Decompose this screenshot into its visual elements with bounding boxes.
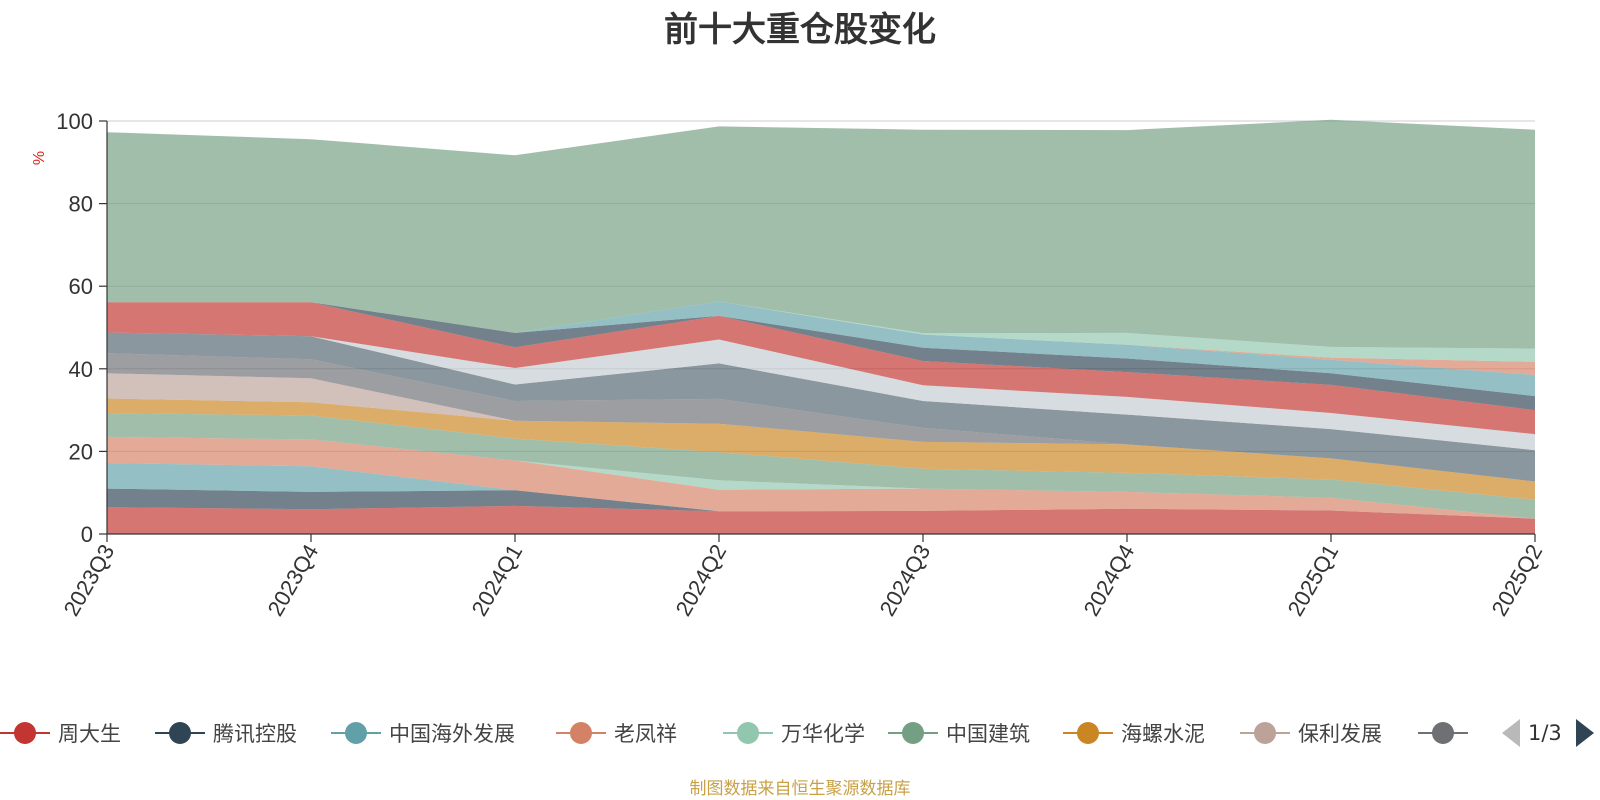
legend-item[interactable]: 万华化学: [723, 715, 865, 751]
legend-marker-icon: [331, 722, 381, 744]
legend-item[interactable]: 中国建筑: [888, 715, 1030, 751]
x-tick-label: 2025Q1: [1283, 540, 1344, 620]
area-series: [107, 119, 1535, 534]
legend-marker-icon: [155, 722, 205, 744]
area-layer-12: [107, 302, 1535, 435]
y-axis-unit-label: %: [31, 151, 48, 165]
legend-page-indicator: 1/3: [1528, 721, 1562, 745]
legend-marker-icon: [1418, 722, 1468, 744]
x-tick-label: 2024Q1: [467, 540, 528, 620]
area-layer-7: [107, 398, 1535, 500]
y-tick-label: 0: [81, 522, 93, 547]
legend-pager: 1/3: [1502, 716, 1594, 750]
x-tick-label: 2023Q3: [59, 540, 120, 620]
legend-marker-icon: [1063, 722, 1113, 744]
area-layer-8: [107, 373, 1535, 482]
legend-item[interactable]: [1418, 715, 1476, 751]
area-layer-14: [107, 301, 1535, 397]
legend-marker-icon: [723, 722, 773, 744]
area-layer-17: [107, 119, 1535, 349]
legend-marker-icon: [556, 722, 606, 744]
legend: 周大生 腾讯控股 中国海外发展 老凤祥 万华化学 中国建筑 海螺水泥 保利发展: [0, 715, 1486, 751]
y-tick-label: 40: [69, 357, 93, 382]
x-tick-label: 2023Q4: [263, 540, 324, 620]
legend-marker-icon: [888, 722, 938, 744]
x-tick-label: 2024Q2: [671, 540, 732, 620]
legend-marker-icon: [0, 722, 50, 744]
area-layer-10: [107, 332, 1535, 482]
legend-item[interactable]: 腾讯控股: [155, 715, 297, 751]
area-layer-1: [107, 505, 1535, 534]
y-tick-label: 60: [69, 274, 93, 299]
area-layer-2: [107, 488, 1535, 519]
area-layer-3: [107, 463, 1535, 519]
legend-label: 老凤祥: [614, 722, 677, 746]
y-tick-label: 80: [69, 192, 93, 217]
area-layer-13: [107, 302, 1535, 411]
legend-next-page-icon[interactable]: [1575, 719, 1594, 747]
legend-label: 周大生: [58, 722, 121, 746]
x-tick-label: 2024Q3: [875, 540, 936, 620]
legend-item[interactable]: 中国海外发展: [331, 715, 515, 751]
legend-item[interactable]: 老凤祥: [556, 715, 677, 751]
legend-item[interactable]: 保利发展: [1240, 715, 1382, 751]
area-layer-9: [107, 353, 1535, 482]
legend-item[interactable]: 周大生: [0, 715, 121, 751]
legend-prev-page-icon[interactable]: [1502, 719, 1520, 747]
y-tick-label: 100: [56, 109, 93, 134]
data-source-note: 制图数据来自恒生聚源数据库: [689, 779, 911, 799]
area-layer-6: [107, 413, 1535, 519]
legend-label: 中国建筑: [946, 722, 1030, 746]
x-tick-label: 2025Q2: [1487, 540, 1548, 620]
area-layer-11: [107, 332, 1535, 451]
chart-title: 前十大重仓股变化: [664, 10, 936, 50]
area-layer-4: [107, 436, 1535, 519]
legend-item[interactable]: 海螺水泥: [1063, 715, 1205, 751]
legend-label: 中国海外发展: [389, 722, 515, 746]
legend-label: 保利发展: [1298, 722, 1382, 746]
y-tick-label: 20: [69, 439, 93, 464]
x-tick-label: 2024Q4: [1079, 540, 1140, 620]
legend-label: 万华化学: [781, 722, 865, 746]
legend-label: 海螺水泥: [1121, 722, 1205, 746]
legend-marker-icon: [1240, 722, 1290, 744]
legend-label: 腾讯控股: [213, 722, 297, 746]
area-layer-16: [107, 301, 1535, 362]
